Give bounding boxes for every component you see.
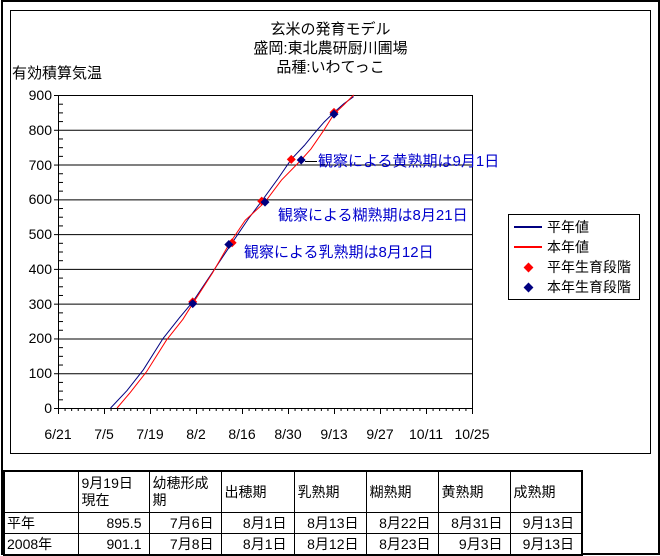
- legend-item-current-stage: 本年生育段階: [509, 277, 639, 297]
- legend-item-normal-line: 平年値: [509, 217, 639, 237]
- y-axis-label: 有効積算気温: [12, 65, 103, 82]
- table-cell: 8月13日: [293, 512, 367, 534]
- y-tick-label: 400: [28, 260, 52, 277]
- table-header-cell: [3, 470, 79, 513]
- legend-item-current-line: 本年値: [509, 237, 639, 257]
- y-tick-label: 100: [28, 365, 52, 382]
- legend-swatch-wrap: [509, 282, 547, 292]
- current-year-line: [116, 94, 355, 409]
- table-row: 2008年 901.1 7月8日 8月1日 8月12日 8月23日 9月3日 9月13日: [3, 533, 583, 556]
- current-stage-marker: [260, 197, 270, 207]
- chart-title-line-1: 玄米の発育モデル: [270, 21, 391, 38]
- current-stage-marker: [296, 155, 306, 165]
- y-tick-label: 500: [28, 226, 52, 243]
- y-tick-label: 0: [44, 400, 52, 416]
- x-tick-label: 8/30: [274, 426, 302, 442]
- table-cell: 8月1日: [220, 512, 295, 534]
- y-tick-label: 900: [28, 87, 52, 103]
- current-stage-marker: [224, 240, 234, 250]
- chart-title-line-2: 盛岡:東北農研厨川圃場: [253, 40, 408, 57]
- table-cell: 9月13日: [509, 512, 583, 534]
- legend: 平年値 本年値 平年生育段階 本年生育段階: [508, 214, 640, 300]
- table-header-cell: 成熟期: [509, 470, 583, 513]
- table-cell: 895.5: [77, 512, 150, 534]
- legend-item-normal-stage: 平年生育段階: [509, 257, 639, 277]
- legend-label: 本年生育段階: [547, 279, 631, 295]
- stage-table: 9月19日現在 幼穂形成期 出穂期 乳熟期 糊熟期 黄熟期 成熟期 平年 895.5 7月6日 8月…: [3, 470, 583, 556]
- table-header-cell: 9月19日現在: [77, 470, 150, 513]
- y-tick-label: 600: [28, 191, 52, 208]
- current-stage-marker: [329, 109, 339, 119]
- table-cell: 901.1: [77, 533, 150, 556]
- x-tick-label: 6/21: [44, 426, 72, 442]
- table-header-cell: 黄熟期: [437, 470, 511, 513]
- x-tick-label: 8/2: [186, 426, 206, 442]
- normal-stage-diamond-icon: [523, 262, 533, 272]
- table-header-cell: 乳熟期: [293, 470, 367, 513]
- table-header-cell: 幼穂形成期: [148, 470, 222, 513]
- legend-label: 本年値: [547, 239, 589, 255]
- annotation-dough-stage: 観察による糊熟期は8月21日: [278, 207, 468, 224]
- table-header-cell: 糊熟期: [365, 470, 439, 513]
- table-cell: 7月8日: [148, 533, 222, 556]
- chart-title-line-3: 品種:いわてっこ: [276, 59, 385, 76]
- table-header-cell: 出穂期: [220, 470, 295, 513]
- legend-label: 平年値: [547, 219, 589, 235]
- table-cell: 8月1日: [220, 533, 295, 556]
- annotation-milk-stage: 観察による乳熟期は8月12日: [244, 244, 434, 261]
- table-cell: 8月23日: [365, 533, 439, 556]
- legend-swatch-wrap: [509, 246, 547, 248]
- x-tick-label: 10/11: [409, 426, 443, 442]
- table-cell: 8月12日: [293, 533, 367, 556]
- y-tick-label: 700: [28, 156, 52, 173]
- x-tick-label: 8/16: [228, 426, 256, 442]
- normal-line-swatch: [514, 226, 542, 228]
- current-line-swatch: [514, 246, 542, 248]
- current-stage-diamond-icon: [523, 282, 533, 292]
- y-tick-label: 800: [28, 121, 52, 138]
- normal-year-line: [110, 96, 354, 409]
- table-cell: 9月13日: [509, 533, 583, 556]
- table-row-label: 2008年: [3, 533, 79, 556]
- current-stage-marker: [188, 299, 198, 309]
- normal-stage-marker: [286, 154, 296, 164]
- table-cell: 8月31日: [437, 512, 511, 534]
- plot-area: [54, 94, 473, 414]
- legend-swatch-wrap: [509, 226, 547, 228]
- table-cell: 8月22日: [365, 512, 439, 534]
- y-tick-label: 200: [28, 330, 52, 347]
- table-row: 平年 895.5 7月6日 8月1日 8月13日 8月22日 8月31日 9月13日: [3, 512, 583, 534]
- annotation-yellow-ripening: 観察による黄熟期は9月1日: [318, 153, 500, 170]
- legend-swatch-wrap: [509, 262, 547, 272]
- x-tick-label: 9/13: [320, 426, 348, 442]
- y-tick-label: 300: [28, 295, 52, 312]
- table-cell: 7月6日: [148, 512, 222, 534]
- table-cell: 9月3日: [437, 533, 511, 556]
- chart-title: 玄米の発育モデル 盛岡:東北農研厨川圃場 品種:いわてっこ: [10, 20, 651, 77]
- x-tick-label: 7/5: [94, 426, 114, 442]
- x-tick-label: 9/27: [366, 426, 394, 442]
- x-tick-label: 7/19: [136, 426, 164, 442]
- table-row-label: 平年: [3, 512, 79, 534]
- x-tick-label: 10/25: [454, 426, 490, 442]
- legend-label: 平年生育段階: [547, 259, 631, 275]
